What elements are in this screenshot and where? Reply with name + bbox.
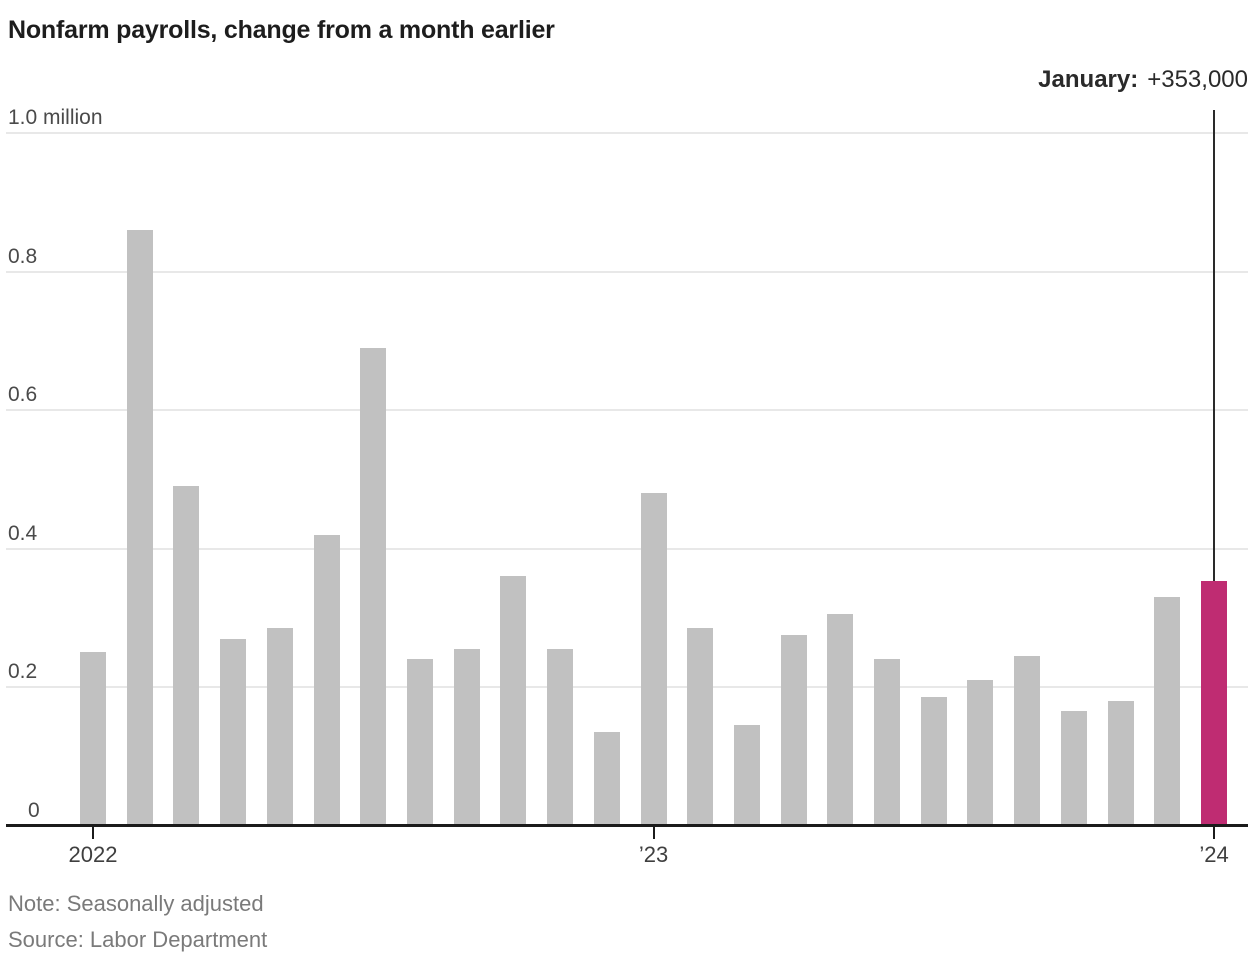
chart-note: Note: Seasonally adjusted [8,891,264,916]
bar-oct-2023 [1060,711,1087,826]
bar-nov-2022 [547,648,574,826]
y-axis-label-0.4: 0.4 [8,521,38,545]
bar-jul-2022 [360,347,387,826]
bar-mar-2023 [733,725,760,826]
y-axis-label-0.2: 0.2 [8,660,38,683]
x-axis-baseline [6,824,1248,827]
bar-dec-2022 [593,732,620,826]
gridline-0.4 [6,547,1248,550]
annotation-callout-line [1213,110,1215,582]
y-axis-label-0: 0 [28,798,40,822]
bar-mar-2022 [173,486,200,826]
bar-jan-2022 [80,652,106,826]
bar-feb-2022 [126,229,153,826]
x-axis-tick-23 [652,827,655,839]
x-axis-tick-2022 [92,827,94,839]
bar-oct-2022 [500,576,527,826]
bar-jul-2023 [920,697,947,826]
bar-may-2022 [266,628,293,826]
y-axis-label-0.8: 0.8 [8,244,38,268]
x-axis-label-24: ’24 [1199,841,1229,867]
gridline-0.6 [6,409,1248,411]
bar-jun-2023 [874,659,901,826]
bar-jun-2022 [313,534,340,826]
y-axis-label-1.0-million: 1.0 million [8,106,103,129]
bar-apr-2023 [780,635,807,826]
chart-title: Nonfarm payrolls, change from a month ea… [8,16,555,44]
bar-nov-2023 [1107,700,1134,826]
bar-may-2023 [827,614,854,826]
y-axis-label-0.6: 0.6 [8,383,38,406]
chart-source: Source: Labor Department [8,927,268,952]
annotation-value: +353,000 [1147,66,1248,93]
bar-apr-2022 [220,638,247,826]
x-axis-label-23: ’23 [638,841,669,867]
gridline-0.8 [6,270,1248,273]
gridline-1.0-million [6,132,1248,134]
gridline-0.2 [6,686,1248,688]
bar-jan-2024-highlighted [1201,581,1227,826]
highlight-annotation: January: +353,000 [1038,66,1248,94]
x-axis-label-2022: 2022 [68,841,118,867]
annotation-month-label: January: [1038,66,1139,93]
x-axis-tick-24 [1213,827,1215,839]
bar-aug-2023 [967,680,994,826]
bar-aug-2022 [406,659,433,826]
bar-jan-2023 [640,493,667,826]
bar-feb-2023 [687,628,714,826]
bar-sep-2022 [453,648,480,826]
bar-sep-2023 [1014,655,1041,826]
bar-dec-2023 [1154,596,1181,826]
